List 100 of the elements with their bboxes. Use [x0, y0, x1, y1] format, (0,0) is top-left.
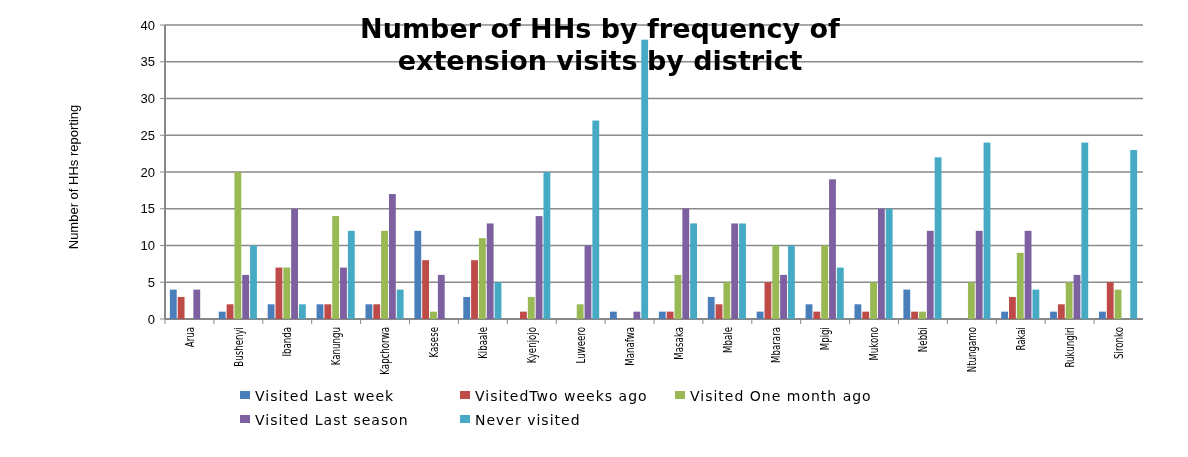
x-tick-label: Nebbi	[916, 327, 931, 353]
bar	[527, 296, 535, 319]
bar	[756, 311, 764, 319]
legend-label: Visited Last week	[255, 387, 395, 404]
bar	[283, 267, 291, 319]
bar	[682, 208, 690, 319]
bar	[291, 208, 298, 319]
bar	[267, 304, 275, 319]
chart-title: Number of HHs by frequency of extension visits by district	[360, 13, 841, 76]
bar	[437, 274, 445, 319]
bar	[324, 304, 332, 319]
bar	[316, 304, 324, 319]
x-tick-label: Arua	[182, 326, 197, 348]
y-tick-label: 40	[140, 17, 155, 33]
bar	[169, 289, 177, 319]
x-tick-label: Kyenjojo	[524, 326, 540, 364]
bar	[1081, 142, 1089, 319]
x-tick-label: Ibanda	[280, 326, 295, 357]
bar	[177, 296, 185, 319]
bar	[430, 311, 437, 319]
bar	[381, 230, 388, 319]
bar	[347, 230, 355, 319]
bar	[772, 245, 780, 319]
bar	[520, 311, 527, 319]
bar	[332, 216, 340, 319]
bar	[805, 304, 813, 319]
bar	[193, 289, 201, 319]
x-tick-label: Mukono	[867, 326, 882, 361]
bar	[543, 172, 551, 319]
bar	[1057, 304, 1065, 319]
bar	[250, 245, 257, 319]
bar	[1130, 149, 1138, 319]
y-tick-label: 5	[147, 274, 155, 290]
bar	[731, 223, 739, 319]
x-tick-label: Sironko	[1111, 326, 1127, 359]
bar	[373, 304, 381, 319]
bar	[926, 230, 934, 319]
y-axis-title: Number of HHs reporting	[66, 104, 81, 250]
bar	[658, 311, 666, 319]
x-tick-label: Luweero	[573, 326, 589, 364]
bar	[836, 267, 844, 319]
x-tick-label: Kibaale	[476, 327, 491, 359]
x-tick-label: Mpigi	[818, 327, 833, 351]
y-tick-label: 25	[140, 127, 155, 143]
bar	[633, 311, 641, 319]
legend-label: VisitedTwo weeks ago	[475, 387, 648, 404]
bar	[870, 282, 877, 319]
bar	[396, 289, 404, 319]
bar	[1098, 311, 1106, 319]
bar	[975, 230, 983, 319]
bar	[1065, 282, 1073, 319]
x-tick-label: Masaka	[671, 326, 686, 360]
bar	[821, 245, 829, 319]
bar	[911, 311, 919, 319]
y-tick-label: 20	[140, 164, 155, 180]
bar	[877, 208, 885, 319]
y-tick-label: 0	[147, 311, 155, 327]
y-tick-label: 10	[140, 238, 155, 254]
bar	[829, 179, 836, 319]
bar	[813, 311, 821, 319]
bar	[723, 282, 731, 319]
bar	[576, 304, 584, 319]
bar	[885, 208, 893, 319]
bar	[471, 260, 478, 319]
bar	[862, 311, 870, 319]
bar	[787, 245, 795, 319]
bar	[218, 311, 226, 319]
bar	[1032, 289, 1040, 319]
bar	[298, 304, 306, 319]
bar	[780, 274, 787, 319]
y-tick-label: 35	[140, 54, 155, 70]
x-tick-label: Manafwa	[622, 327, 638, 366]
x-tick-label: Mbale	[720, 327, 735, 353]
bar	[592, 120, 600, 319]
x-tick-label: Kanungu	[329, 327, 344, 366]
x-tick-label: Rukungiri	[1062, 327, 1078, 368]
bar	[739, 223, 746, 319]
legend-label: Never visited	[475, 411, 581, 428]
x-tick-label: Kasese	[427, 327, 442, 358]
bar	[422, 260, 430, 319]
bar	[478, 238, 486, 319]
bar	[707, 296, 715, 319]
bar	[226, 304, 234, 319]
bar	[242, 274, 250, 319]
bar	[1001, 311, 1009, 319]
bar	[1050, 311, 1057, 319]
bar	[854, 304, 862, 319]
legend-label: Visited Last season	[255, 411, 409, 428]
bar	[463, 296, 471, 319]
x-tick-label: Ntungamo	[965, 326, 980, 373]
bar	[1009, 296, 1016, 319]
bar	[967, 282, 975, 319]
bar	[609, 311, 617, 319]
bar	[340, 267, 347, 319]
bar	[934, 157, 942, 319]
legend-label: Visited One month ago	[690, 387, 872, 404]
bar	[641, 39, 649, 319]
bar	[666, 311, 674, 319]
bar	[234, 172, 242, 319]
bar	[1106, 282, 1114, 319]
